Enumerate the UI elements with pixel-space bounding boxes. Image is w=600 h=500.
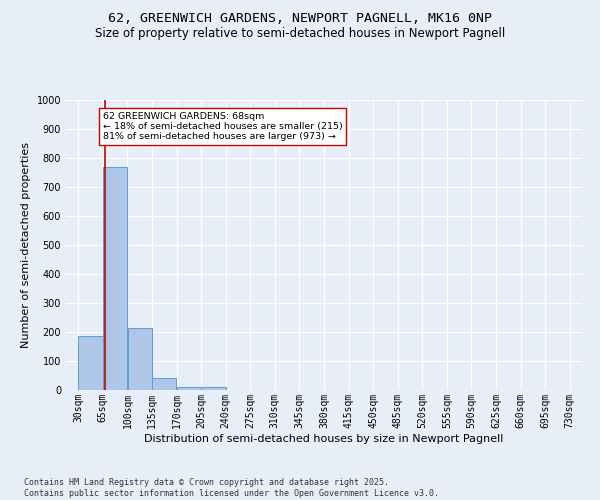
Bar — [152, 378, 176, 390]
X-axis label: Distribution of semi-detached houses by size in Newport Pagnell: Distribution of semi-detached houses by … — [145, 434, 503, 444]
Bar — [128, 328, 152, 390]
Text: 62, GREENWICH GARDENS, NEWPORT PAGNELL, MK16 0NP: 62, GREENWICH GARDENS, NEWPORT PAGNELL, … — [108, 12, 492, 26]
Bar — [177, 386, 201, 390]
Text: 62 GREENWICH GARDENS: 68sqm
← 18% of semi-detached houses are smaller (215)
81% : 62 GREENWICH GARDENS: 68sqm ← 18% of sem… — [103, 112, 343, 142]
Text: Size of property relative to semi-detached houses in Newport Pagnell: Size of property relative to semi-detach… — [95, 28, 505, 40]
Bar — [103, 166, 127, 390]
Bar — [202, 387, 226, 390]
Y-axis label: Number of semi-detached properties: Number of semi-detached properties — [21, 142, 31, 348]
Bar — [79, 336, 103, 390]
Text: Contains HM Land Registry data © Crown copyright and database right 2025.
Contai: Contains HM Land Registry data © Crown c… — [24, 478, 439, 498]
